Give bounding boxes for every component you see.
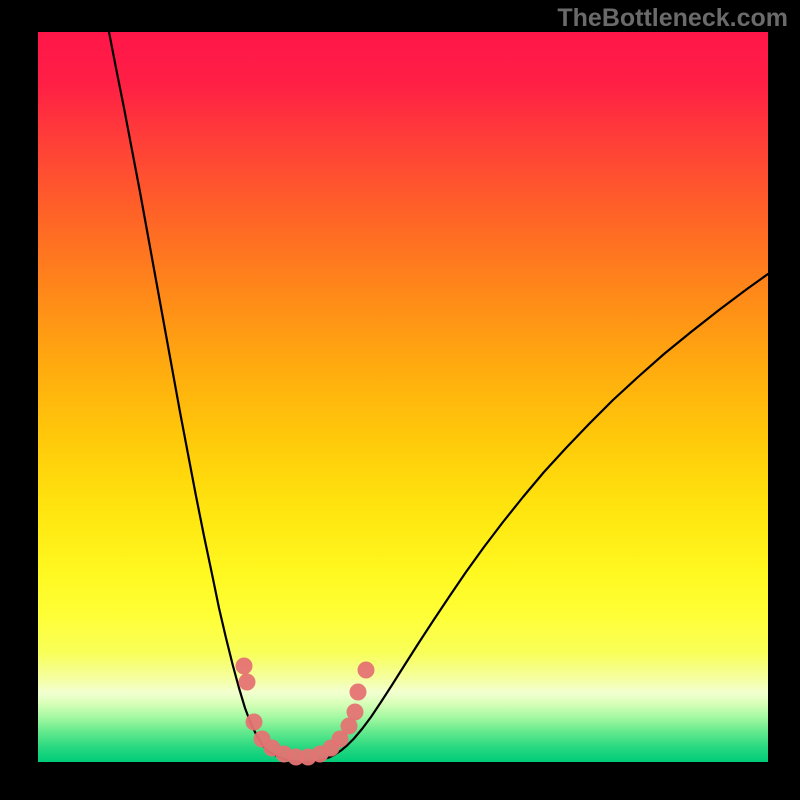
plot-background: [38, 32, 768, 762]
marker-point: [347, 704, 364, 721]
marker-point: [246, 714, 263, 731]
marker-point: [350, 684, 367, 701]
watermark-text: TheBottleneck.com: [557, 4, 788, 33]
chart-container: TheBottleneck.com: [0, 0, 800, 800]
bottleneck-chart: [0, 0, 800, 800]
marker-point: [236, 658, 253, 675]
marker-point: [239, 674, 256, 691]
marker-point: [358, 662, 375, 679]
